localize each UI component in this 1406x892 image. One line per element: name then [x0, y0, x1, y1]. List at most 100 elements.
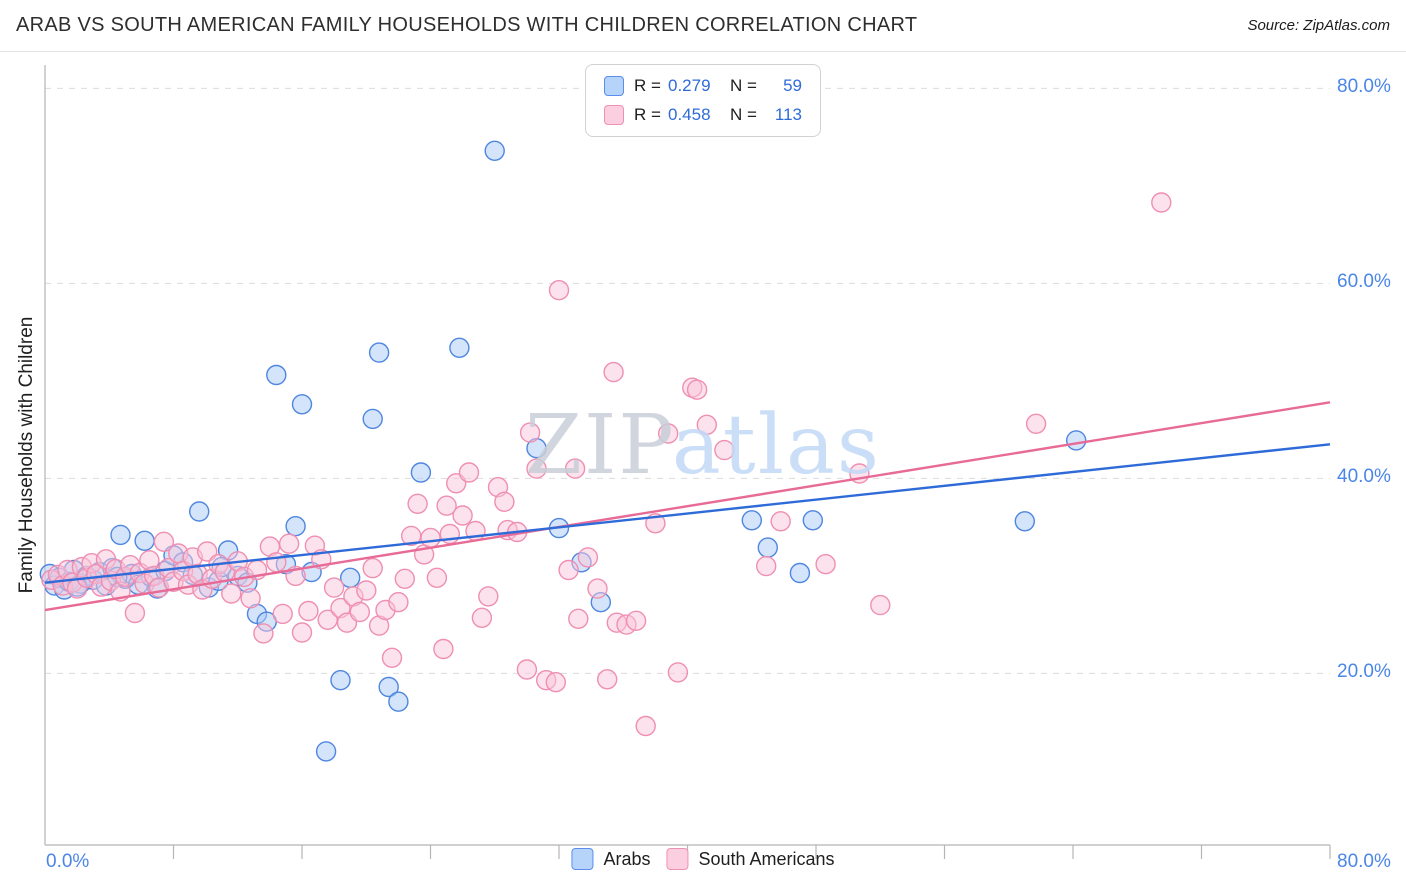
scatter-point-arabs: [388, 691, 409, 712]
scatter-point-arabs: [362, 408, 383, 430]
scatter-point-south-americans: [756, 555, 777, 577]
scatter-point-south-americans: [240, 588, 261, 609]
r-value-south-americans: 0.458: [668, 105, 711, 124]
scatter-point-south-americans: [394, 568, 415, 589]
scatter-point-arabs: [1014, 511, 1036, 532]
scatter-point-south-americans: [686, 379, 708, 400]
y-axis-label: Family Households with Children: [16, 316, 37, 594]
scatter-point-south-americans: [568, 608, 589, 629]
scatter-point-south-americans: [597, 669, 618, 690]
scatter-point-south-americans: [349, 601, 370, 623]
scatter-point-south-americans: [278, 533, 300, 554]
scatter-point-south-americans: [426, 567, 448, 588]
scatter-point-south-americans: [407, 493, 428, 514]
scatter-point-south-americans: [436, 495, 457, 516]
scatter-point-south-americans: [388, 592, 409, 613]
scatter-point-south-americans: [272, 603, 293, 625]
legend-item-arabs[interactable]: Arabs: [571, 848, 650, 870]
scatter-point-south-americans: [196, 541, 218, 562]
scatter-point-arabs: [741, 510, 762, 531]
scatter-point-south-americans: [667, 662, 689, 683]
scatter-point-south-americans: [526, 458, 547, 479]
arabs-legend-swatch: [571, 848, 594, 870]
n-label: N =: [730, 105, 757, 124]
scatter-point-south-americans: [356, 580, 377, 601]
scatter-point-south-americans: [478, 586, 499, 607]
scatter-point-arabs: [188, 501, 210, 522]
scatter-point-south-americans: [381, 647, 403, 668]
legend-item-south-americans[interactable]: South Americans: [666, 848, 835, 870]
scatter-point-south-americans: [1151, 192, 1172, 213]
scatter-point-south-americans: [266, 552, 287, 573]
scatter-point-arabs: [330, 670, 351, 691]
scatter-point-arabs: [410, 462, 432, 483]
south-americans-legend-swatch: [666, 848, 689, 870]
scatter-point-south-americans: [124, 602, 146, 624]
south-americans-legend-label: South Americans: [698, 848, 835, 869]
scatter-point-arabs: [378, 676, 399, 698]
scatter-point-south-americans: [587, 578, 608, 599]
x-tick-min: 0.0%: [46, 851, 90, 872]
scatter-point-arabs: [291, 394, 313, 415]
scatter-point-south-americans: [323, 577, 345, 598]
y-tick-60: 60.0%: [1337, 271, 1391, 292]
r-label: R =: [634, 105, 661, 124]
header: ARAB VS SOUTH AMERICAN FAMILY HOUSEHOLDS…: [0, 0, 1406, 52]
scatter-point-arabs: [789, 562, 811, 584]
stats-legend-row-south-americans: R = 0.458 N = 113: [604, 105, 802, 125]
scatter-point-south-americans: [221, 583, 242, 604]
scatter-point-south-americans: [603, 361, 624, 383]
scatter-point-south-americans: [433, 638, 454, 660]
trend-line-arabs: [44, 443, 1331, 584]
scatter-point-south-americans: [317, 609, 338, 630]
south-americans-swatch: [604, 105, 624, 125]
arabs-swatch: [604, 76, 624, 96]
scatter-point-south-americans: [494, 491, 515, 512]
scatter-point-south-americans: [558, 559, 579, 581]
scatter-point-arabs: [368, 342, 390, 363]
scatter-point-arabs: [285, 516, 306, 537]
scatter-point-south-americans: [577, 547, 599, 568]
r-value-arabs: 0.279: [668, 76, 711, 95]
n-label: N =: [730, 76, 757, 95]
scatter-point-south-americans: [545, 672, 566, 693]
scatter-point-south-americans: [291, 622, 313, 643]
scatter-point-south-americans: [153, 531, 175, 552]
scatter-point-south-americans: [253, 623, 274, 644]
scatter-point-arabs: [449, 337, 470, 358]
scatter-point-arabs: [1065, 430, 1087, 451]
scatter-point-arabs: [484, 140, 505, 162]
scatter-point-south-americans: [298, 600, 319, 622]
scatter-point-arabs: [315, 741, 337, 762]
scatter-point-south-americans: [420, 527, 441, 549]
y-tick-20: 20.0%: [1337, 661, 1391, 682]
scatter-point-south-americans: [625, 610, 647, 631]
scatter-point-south-americans: [815, 554, 836, 575]
x-tick-max: 80.0%: [1337, 851, 1391, 872]
scatter-point-south-americans: [519, 422, 541, 443]
scatter-point-south-americans: [452, 505, 473, 526]
scatter-point-south-americans: [1025, 413, 1047, 434]
scatter-point-arabs: [110, 524, 131, 546]
source-link[interactable]: Source: ZipAtlas.com: [1247, 17, 1390, 34]
scatter-point-south-americans: [564, 458, 586, 479]
scatter-point-south-americans: [870, 594, 891, 616]
scatter-point-south-americans: [516, 659, 538, 680]
trend-line-south-americans: [44, 401, 1331, 612]
scatter-point-south-americans: [458, 462, 480, 483]
scatter-point-arabs: [757, 537, 778, 558]
series-legend: Arabs South Americans: [571, 848, 835, 870]
scatter-point-south-americans: [658, 423, 679, 444]
stats-legend: R = 0.279 N = 59 R = 0.458 N = 113: [585, 64, 821, 137]
scatter-point-south-americans: [770, 511, 791, 532]
scatter-point-south-americans: [635, 715, 656, 737]
page-title: ARAB VS SOUTH AMERICAN FAMILY HOUSEHOLDS…: [16, 14, 918, 36]
scatter-point-south-americans: [471, 607, 493, 628]
scatter-point-south-americans: [714, 439, 735, 461]
n-value-arabs: 59: [783, 76, 802, 95]
y-tick-80: 80.0%: [1337, 76, 1391, 97]
y-tick-40: 40.0%: [1337, 466, 1391, 487]
scatter-point-arabs: [802, 510, 823, 531]
